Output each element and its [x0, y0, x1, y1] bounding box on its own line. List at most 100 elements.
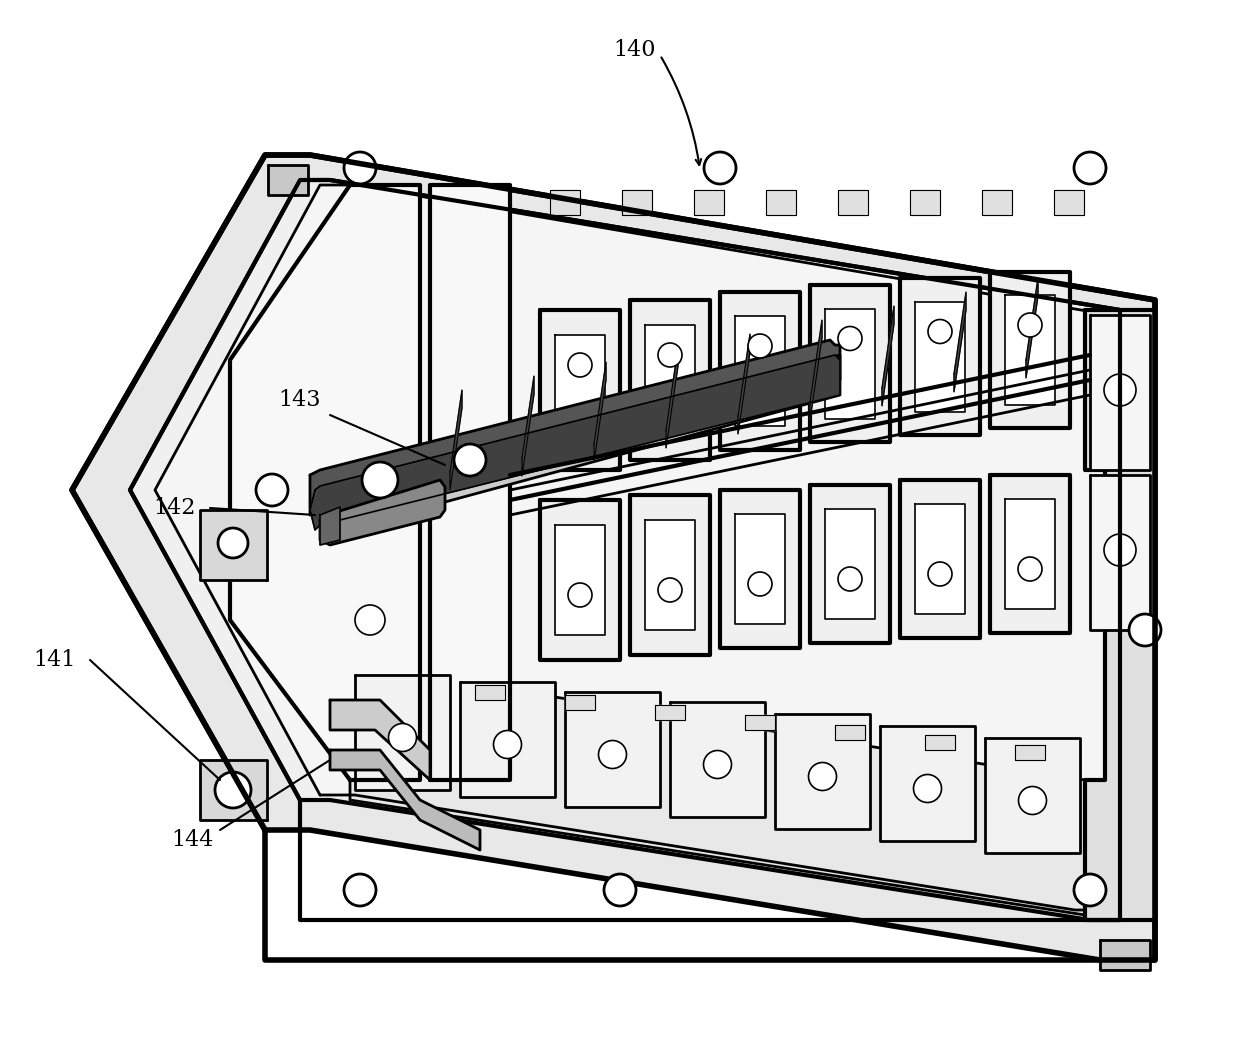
Polygon shape [915, 504, 965, 614]
Polygon shape [900, 480, 980, 638]
Polygon shape [775, 714, 870, 829]
Polygon shape [522, 376, 534, 476]
Polygon shape [825, 309, 875, 419]
Polygon shape [430, 185, 510, 780]
Polygon shape [155, 185, 1110, 910]
Circle shape [838, 567, 862, 591]
Polygon shape [1090, 475, 1149, 630]
Polygon shape [720, 292, 800, 450]
Polygon shape [200, 510, 267, 580]
Polygon shape [539, 500, 620, 660]
Polygon shape [551, 190, 580, 215]
Polygon shape [745, 715, 775, 730]
Polygon shape [320, 507, 340, 545]
Polygon shape [1025, 279, 1038, 378]
Polygon shape [990, 272, 1070, 428]
Polygon shape [350, 665, 1085, 915]
Polygon shape [268, 165, 308, 195]
Polygon shape [735, 316, 785, 426]
Polygon shape [670, 701, 765, 817]
Circle shape [255, 474, 288, 506]
Polygon shape [310, 355, 839, 530]
Circle shape [215, 772, 250, 808]
Circle shape [1104, 374, 1136, 406]
Circle shape [704, 152, 737, 184]
Polygon shape [720, 490, 800, 648]
Polygon shape [556, 335, 605, 445]
Circle shape [1018, 786, 1047, 815]
Polygon shape [990, 475, 1070, 633]
Polygon shape [835, 725, 866, 740]
Polygon shape [1054, 190, 1084, 215]
Polygon shape [556, 525, 605, 634]
Circle shape [362, 462, 398, 498]
Polygon shape [310, 340, 839, 515]
Circle shape [604, 874, 636, 906]
Polygon shape [1090, 315, 1149, 470]
Polygon shape [330, 700, 430, 780]
Polygon shape [320, 480, 445, 545]
Polygon shape [985, 738, 1080, 853]
Text: 144: 144 [171, 829, 213, 851]
Polygon shape [539, 310, 620, 470]
Polygon shape [475, 685, 505, 700]
Polygon shape [882, 306, 894, 406]
Circle shape [703, 751, 732, 779]
Circle shape [928, 562, 952, 586]
Polygon shape [72, 155, 1154, 960]
Circle shape [343, 152, 376, 184]
Circle shape [494, 731, 522, 758]
Polygon shape [630, 495, 711, 655]
Circle shape [355, 605, 384, 634]
Polygon shape [880, 726, 975, 841]
Polygon shape [1004, 499, 1055, 609]
Polygon shape [1016, 745, 1045, 760]
Polygon shape [330, 750, 480, 850]
Circle shape [218, 528, 248, 558]
Polygon shape [450, 389, 463, 490]
Circle shape [343, 874, 376, 906]
Text: 142: 142 [154, 497, 196, 519]
Polygon shape [735, 514, 785, 624]
Polygon shape [130, 180, 1120, 920]
Polygon shape [838, 190, 868, 215]
Circle shape [1018, 313, 1042, 337]
Circle shape [568, 353, 591, 377]
Polygon shape [645, 325, 694, 435]
Circle shape [808, 762, 837, 790]
Circle shape [568, 583, 591, 607]
Polygon shape [565, 695, 595, 710]
Polygon shape [440, 355, 839, 502]
Circle shape [1128, 614, 1161, 646]
Polygon shape [810, 485, 890, 643]
Polygon shape [565, 692, 660, 807]
Circle shape [658, 343, 682, 367]
Polygon shape [622, 190, 652, 215]
Polygon shape [645, 520, 694, 630]
Text: 143: 143 [279, 389, 321, 411]
Circle shape [454, 444, 486, 476]
Polygon shape [954, 292, 966, 392]
Polygon shape [910, 190, 940, 215]
Polygon shape [655, 705, 684, 720]
Polygon shape [1004, 295, 1055, 405]
Polygon shape [666, 348, 678, 448]
Circle shape [658, 578, 682, 602]
Circle shape [914, 775, 941, 802]
Polygon shape [810, 320, 822, 420]
Polygon shape [738, 334, 750, 435]
Polygon shape [766, 190, 796, 215]
Polygon shape [1100, 940, 1149, 970]
Polygon shape [355, 675, 450, 790]
Text: 140: 140 [614, 39, 656, 61]
Circle shape [1074, 152, 1106, 184]
Polygon shape [229, 185, 420, 780]
Polygon shape [810, 285, 890, 442]
Polygon shape [460, 682, 556, 797]
Polygon shape [200, 760, 267, 820]
Circle shape [1074, 874, 1106, 906]
Polygon shape [630, 300, 711, 460]
Circle shape [599, 740, 626, 768]
Circle shape [748, 334, 773, 358]
Circle shape [1104, 534, 1136, 566]
